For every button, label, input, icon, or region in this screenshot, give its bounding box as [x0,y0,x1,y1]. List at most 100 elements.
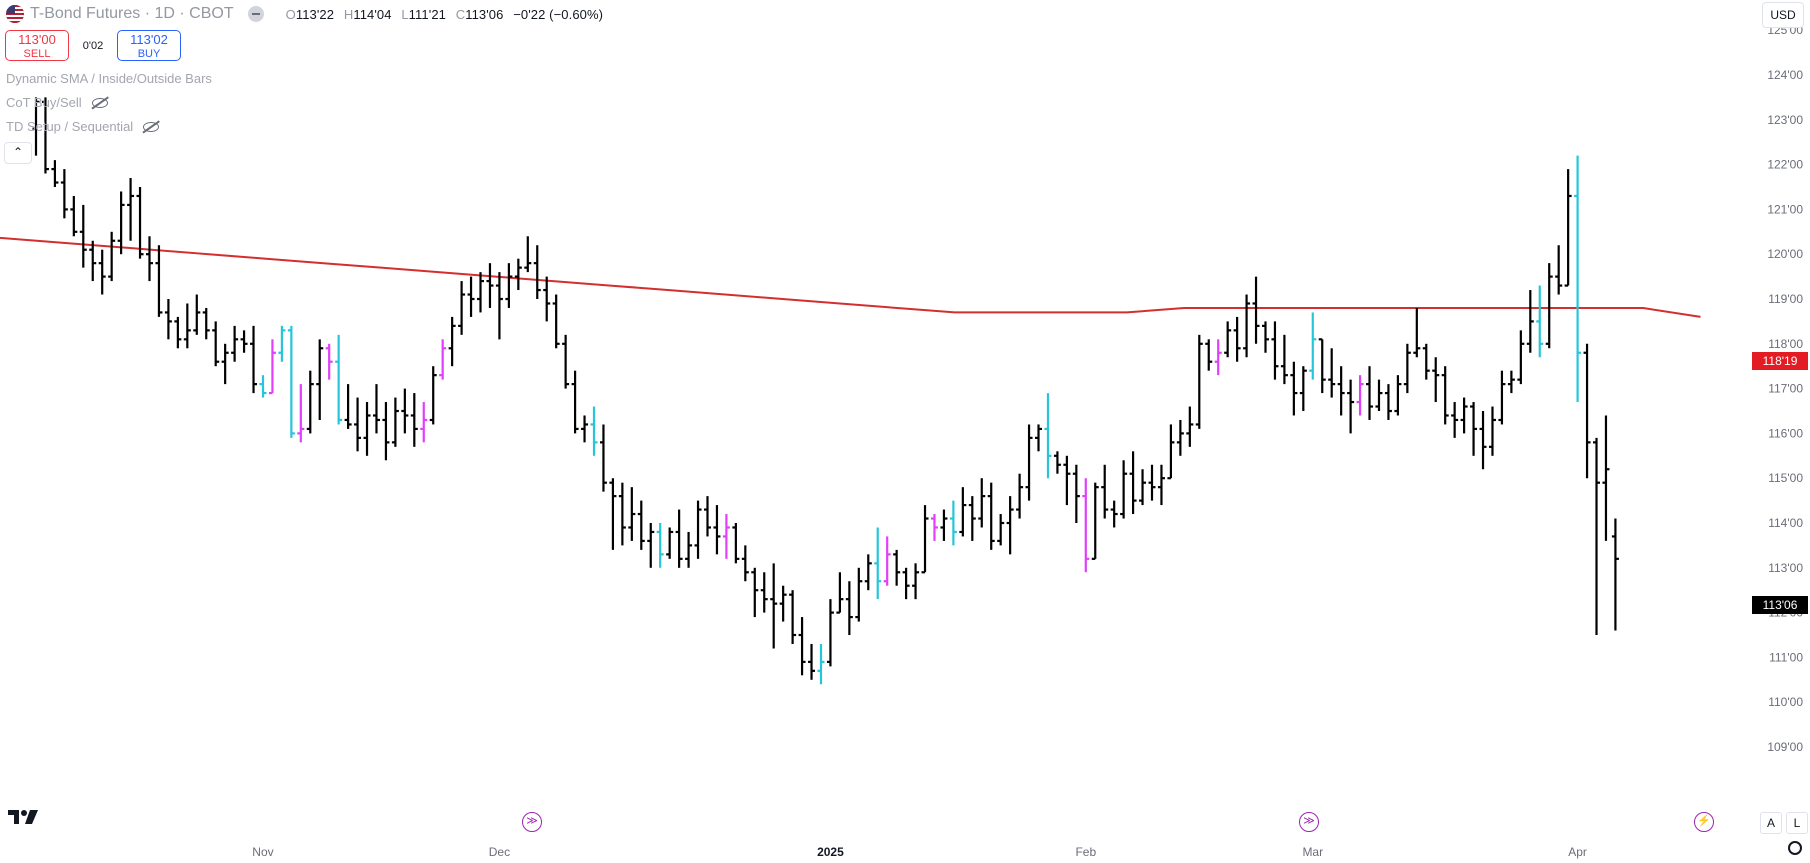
ohlc-bar [1432,357,1440,403]
x-tick-label: Nov [252,845,273,859]
ohlc-bar [1233,316,1241,362]
ohlc-bar [1545,263,1553,349]
y-tick-label: 118'00 [1768,337,1803,351]
ohlc-bar [949,500,957,546]
ohlc-bar [1347,379,1355,434]
indicator-td-setup[interactable]: TD Setup / Sequential [6,119,160,134]
ohlc-bar [798,617,806,676]
ohlc-bar [297,384,305,443]
log-scale-button[interactable]: L [1786,812,1808,834]
ohlc-bar [1186,406,1194,447]
ohlc-bar [458,281,466,335]
ohlc-bar [1053,451,1061,474]
dividend-event-icon[interactable]: ≫ [522,812,542,832]
ohlc-bar [1498,370,1506,425]
y-tick-label: 124'00 [1767,68,1803,82]
ohlc-bar [713,505,721,555]
ohlc-bar [1299,366,1307,411]
tradingview-logo-icon[interactable] [8,808,42,826]
us-flag-icon [6,5,24,23]
x-tick-label: Feb [1075,845,1096,859]
sell-button[interactable]: 113'00 SELL [5,30,69,61]
flash-event-icon[interactable]: ⚡ [1694,812,1714,832]
ohlc-bar [1290,361,1298,416]
ohlc-bar [997,514,1005,546]
ohlc-bar [1356,375,1364,416]
ohlc-bar [1101,464,1109,519]
ohlc-bar [514,258,522,291]
ohlc-bar [505,263,513,308]
ohlc-bar [1507,370,1515,394]
x-tick-label: 2025 [817,845,844,859]
ohlc-bar [666,527,674,559]
ohlc-bar [628,487,636,541]
ohlc-bar [590,406,598,456]
trade-panel: 113'00 SELL 0'02 113'02 BUY [5,30,181,61]
ohlc-bar [1006,496,1014,555]
ohlc-bar [978,478,986,528]
ohlc-bar [1574,155,1582,403]
ohlc-bar [722,514,730,559]
ohlc-bar [344,384,352,429]
ohlc-bar [1394,375,1402,416]
eye-off-icon[interactable] [143,121,160,132]
ohlc-bar [1205,339,1213,371]
y-tick-label: 114'00 [1768,516,1803,530]
ohlc-bar [987,482,995,550]
ohlc-bar [703,496,711,537]
y-tick-label: 110'00 [1768,695,1803,709]
buy-button[interactable]: 113'02 BUY [117,30,181,61]
ohlc-bar [486,263,494,308]
ohlc-bar [940,509,948,541]
ohlc-bar [354,397,362,452]
ohlc-bar [325,343,333,380]
indicator-sma[interactable]: Dynamic SMA / Inside/Outside Bars [6,71,212,86]
ohlc-bar [902,567,910,600]
ohlc-bar [864,554,872,591]
ohlc-bar [1176,419,1184,456]
ohlc-bar [770,563,778,649]
ohlc-bar [817,643,825,685]
ohlc-bar [543,276,551,322]
ohlc-bar [335,334,343,425]
ohlc-readout: O113'22 H114'04 L111'21 C113'06 −0'22 (−… [285,6,604,22]
collapse-legend-button[interactable]: ⌃ [4,142,32,164]
ohlc-bar [581,415,589,443]
ohlc-bar [930,514,938,541]
ohlc-bar [826,599,834,667]
ohlc-bar [1157,464,1165,506]
ohlc-bar [1129,451,1137,515]
currency-button[interactable]: USD [1762,2,1804,28]
ohlc-bar [1044,393,1052,479]
ohlc-bar [221,343,229,385]
dividend-event-icon[interactable]: ≫ [1299,812,1319,832]
ohlc-bar [174,316,182,349]
ohlc-bar [1611,518,1619,631]
ohlc-bar [1318,338,1326,394]
ohlc-bar [1583,343,1591,479]
ohlc-bar [1063,455,1071,506]
y-tick-label: 123'00 [1767,113,1803,127]
ohlc-bar [959,487,967,537]
y-tick-label: 115'00 [1768,471,1803,485]
ohlc-bar [1517,330,1525,385]
last-price-tag: 113'06 [1752,596,1808,614]
gear-icon[interactable] [1788,841,1802,855]
y-tick-label: 122'00 [1767,158,1803,172]
ohlc-bar [1271,321,1279,380]
y-tick-label: 111'00 [1769,650,1803,664]
ohlc-bar [231,325,239,362]
ohlc-bar [477,272,485,313]
ohlc-bar [1413,307,1421,358]
ohlc-bar [1167,424,1175,480]
eye-off-icon[interactable] [91,97,108,108]
ohlc-bar [1261,321,1269,353]
ohlc-bar [618,482,626,546]
symbol-title[interactable]: T-Bond Futures · 1D · CBOT [30,5,234,22]
x-tick-label: Mar [1302,845,1323,859]
minus-icon[interactable] [247,6,264,22]
auto-scale-button[interactable]: A [1760,812,1782,834]
indicator-cot[interactable]: CoT Buy/Sell [6,95,108,110]
ohlc-bar [127,178,135,241]
